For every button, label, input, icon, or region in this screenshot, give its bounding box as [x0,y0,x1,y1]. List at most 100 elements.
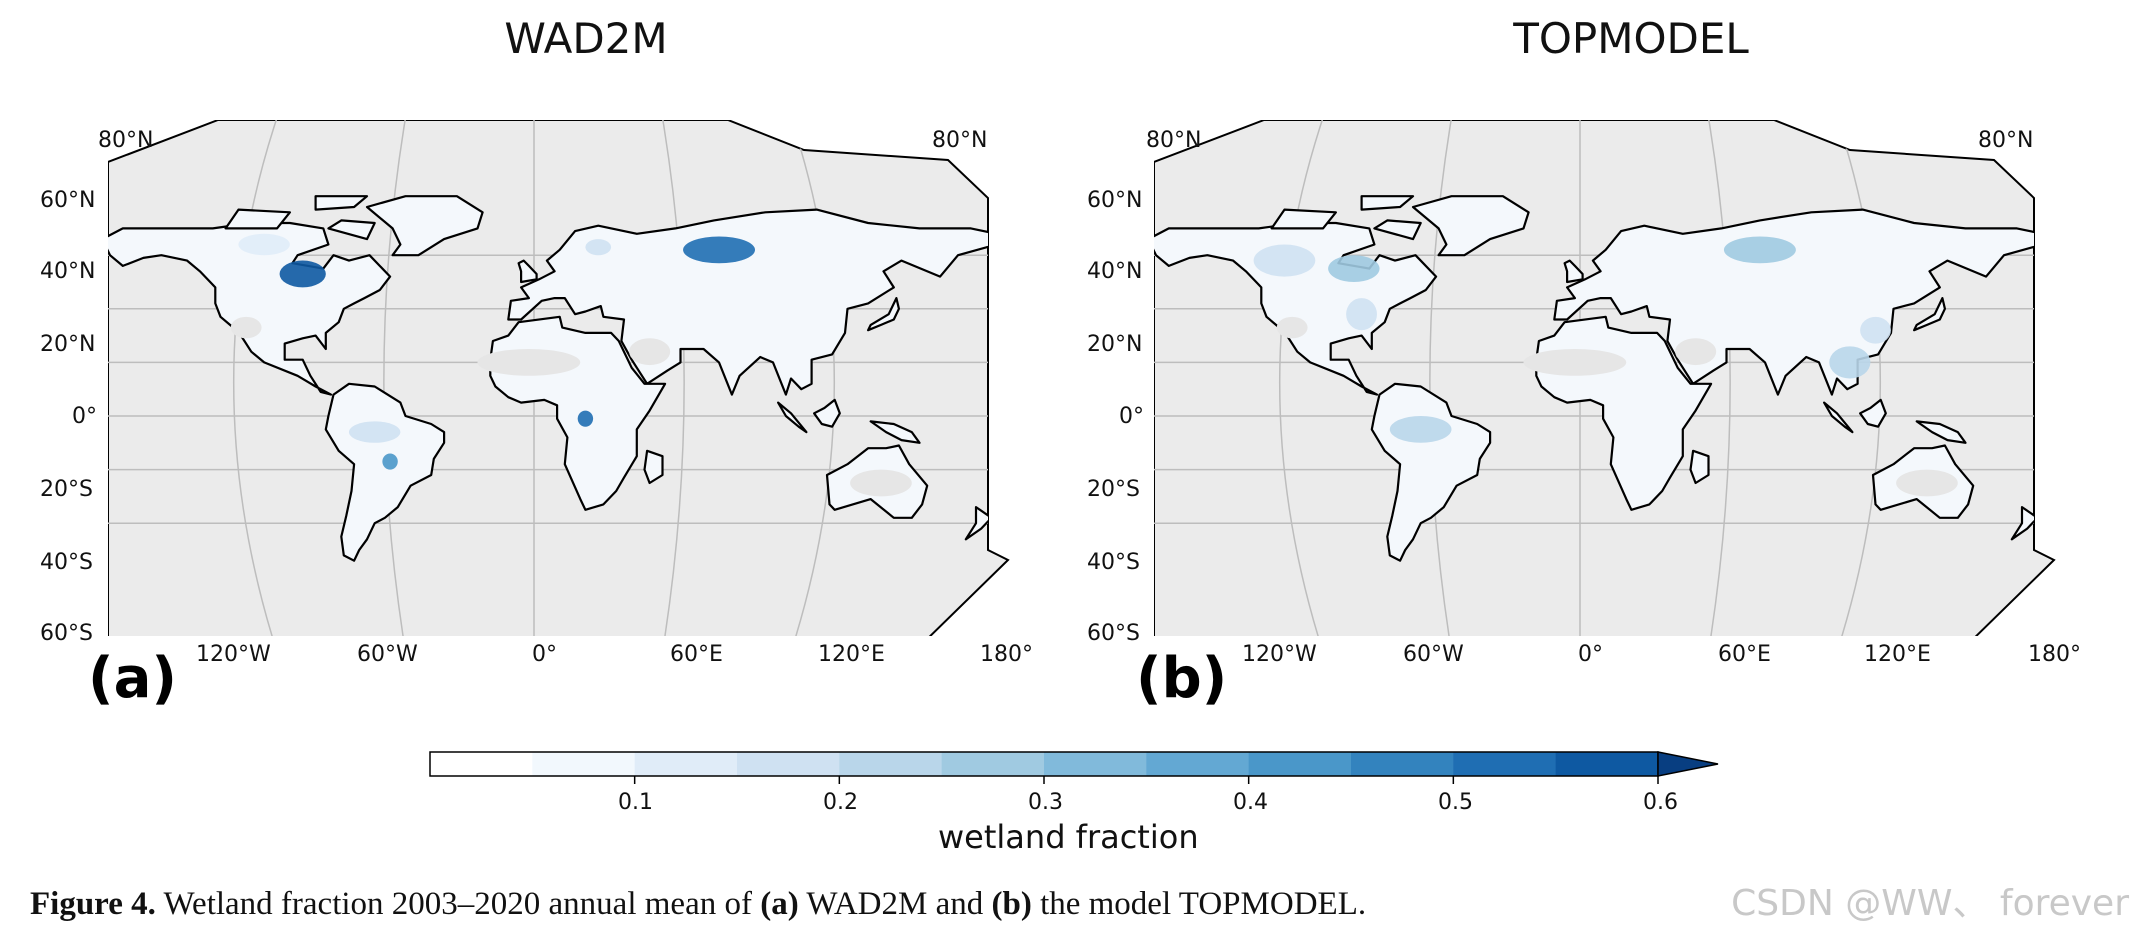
sumatra-landmass [1822,401,1854,434]
lon-gridline [1706,120,1731,636]
lat-label-40s-b: 40°S [1087,550,1140,575]
desert-area [230,316,262,339]
west-siberian-lowland-patch [683,236,756,264]
lon-label-120e-a: 120°E [818,642,885,667]
lat-label-20n-a: 20°N [40,332,96,357]
colorbar-bin [1351,752,1454,776]
amazon-basin-patch [348,421,401,443]
colorbar-label: wetland fraction [938,818,1199,856]
greenland-landmass [1411,195,1530,257]
map-wad2m [108,120,1010,636]
colorbar-bins [429,751,1719,784]
hudson-bay-lowland-patch [1328,255,1380,282]
caption-prefix: Figure 4. [30,886,156,922]
congo-basin-patch [577,410,594,427]
lat-label-60s-a: 60°S [40,621,93,646]
pantanal-patch [382,453,398,470]
lat-label-80n-left-b: 80°N [1146,128,1202,153]
lon-label-60e-b: 60°E [1718,642,1771,667]
borneo-landmass [812,398,841,428]
desert-area [629,338,671,366]
colorbar-tick-0-4: 0.4 [1233,790,1268,815]
panel-letter-a: (a) [88,646,177,711]
map-a-content [108,120,1010,636]
desert-area [1523,349,1627,376]
colorbar-bin [1146,752,1250,776]
north-america-landmass [108,221,392,396]
lon-label-120e-b: 120°E [1864,642,1931,667]
lon-gridline [383,120,408,636]
madagascar-landmass [643,449,664,485]
west-siberian-lowland-patch [1723,236,1796,264]
desert-area [477,349,581,376]
great-britain-landmass [1563,259,1584,284]
lon-label-0-b: 0° [1578,642,1603,667]
caption-text-1: Wetland fraction 2003–2020 annual mean o… [155,886,761,922]
desert-area [850,469,912,497]
lon-label-60w-b: 60°W [1403,642,1464,667]
caption-text-3: the model TOPMODEL. [1031,886,1367,922]
lat-label-60s-b: 60°S [1087,621,1140,646]
lat-label-40s-a: 40°S [40,550,93,575]
northern-canada-patch [238,233,290,256]
colorbar-bin [839,752,943,776]
lon-label-120w-a: 120°W [196,642,271,667]
colorbar-bin [532,752,636,776]
colorbar-tick-0-3: 0.3 [1028,790,1063,815]
lat-label-60n-b: 60°N [1087,188,1143,213]
great-britain-landmass [517,259,538,284]
amazon-basin-patch [1389,416,1452,443]
japan-landmass [1912,297,1947,332]
desert-area [1896,469,1958,497]
north-america-landmass [1154,221,1438,396]
china-patch [1860,316,1891,344]
new-guinea-landmass [869,420,921,444]
ellesmere-island-landmass [314,195,369,211]
lat-label-0-b: 0° [1119,404,1144,429]
lon-label-60e-a: 60°E [670,642,723,667]
colorbar [429,751,1719,784]
colorbar-bin [1044,752,1147,776]
lon-label-180-b: 180° [2028,642,2081,667]
lat-label-0-a: 0° [72,404,97,429]
panel-a-title: WAD2M [504,14,668,63]
sumatra-landmass [776,401,808,434]
madagascar-landmass [1689,449,1710,485]
lat-label-20s-b: 20°S [1087,477,1140,502]
colorbar-bin [430,752,533,776]
lat-label-80n-left-a: 80°N [98,128,154,153]
japan-landmass [866,297,901,332]
north-america-boreal-patch [1253,244,1316,277]
colorbar-bin [634,752,738,776]
lon-gridline [787,120,836,636]
panel-b-title: TOPMODEL [1513,14,1749,63]
lon-gridline [232,120,281,636]
lat-label-20n-b: 20°N [1087,332,1143,357]
colorbar-bin [1248,752,1352,776]
lat-label-80n-right-a: 80°N [932,128,988,153]
colorbar-bin [1453,752,1557,776]
hudson-bay-lowland-patch [279,260,326,288]
scandinavia-patch [585,239,612,256]
lat-label-20s-a: 20°S [40,477,93,502]
ellesmere-island-landmass [1360,195,1415,211]
lon-label-120w-b: 120°W [1242,642,1317,667]
eastern-us-patch [1346,298,1377,331]
greenland-landmass [365,195,484,257]
colorbar-bin [1555,752,1659,776]
panel-letter-b: (b) [1136,646,1228,711]
caption-b: (b) [991,886,1032,922]
colorbar-bin [737,752,840,776]
colorbar-tick-0-6: 0.6 [1643,790,1678,815]
lat-label-80n-right-b: 80°N [1978,128,2034,153]
lat-label-40n-b: 40°N [1087,259,1143,284]
lat-label-40n-a: 40°N [40,259,96,284]
new-guinea-landmass [1915,420,1967,444]
lon-gridline [1833,120,1882,636]
baffin-island-landmass [1373,219,1422,241]
caption-a: (a) [760,886,799,922]
map-b-content [1154,120,2056,636]
colorbar-tick-0-5: 0.5 [1438,790,1473,815]
borneo-landmass [1858,398,1887,428]
desert-area [1276,316,1308,339]
